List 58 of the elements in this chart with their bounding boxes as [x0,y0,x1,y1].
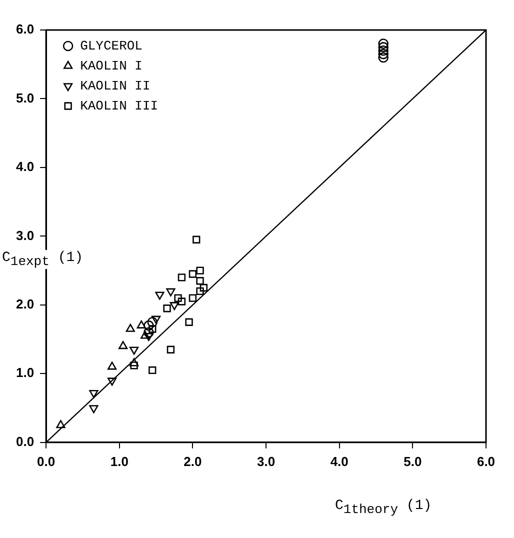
point [166,288,176,296]
point [147,316,158,328]
point [152,316,161,324]
point [130,362,138,370]
x-tick-label: 1.0 [110,454,128,469]
point [166,346,175,354]
point [144,320,154,331]
x-tick-label: 0.0 [37,454,56,469]
point [188,294,197,302]
legend-label: KAOLIN II [80,78,150,94]
point [118,341,128,350]
point [378,45,388,56]
x-tick-label: 6.0 [476,454,496,469]
point [170,302,179,310]
y-tick-label: 6.0 [16,22,34,37]
point [196,266,204,274]
point [163,304,171,312]
point [89,390,98,398]
point [126,324,135,332]
point [136,320,146,328]
y-tick-label: 5.0 [16,90,34,106]
point [178,298,186,306]
point [196,277,204,285]
point [140,330,150,339]
point [130,346,139,355]
point [378,52,388,63]
point [144,327,154,338]
point [196,287,204,296]
point [185,318,193,326]
legend-label: GLYCEROL [80,38,142,54]
point [148,325,156,333]
x-tick-label: 5.0 [404,454,422,469]
point [200,284,208,292]
point [174,294,182,302]
point [192,236,200,244]
point [144,332,154,342]
point [56,420,66,428]
y-tick-label: 3.0 [16,228,34,243]
x-tick-label: 3.0 [256,454,276,469]
point [108,378,117,386]
x-tick-label: 2.0 [184,454,202,469]
point [89,405,98,414]
point [130,358,139,366]
y-tick-label: 0.0 [16,434,34,449]
point [378,38,388,49]
point [108,362,117,370]
y-tick-label: 2.0 [16,296,34,312]
point [148,366,156,374]
y-tick-label: 4.0 [16,159,34,174]
point [378,42,388,52]
legend-label: KAOLIN III [80,98,158,114]
x-tick-label: 4.0 [330,454,348,469]
point [155,292,164,300]
point [188,270,197,278]
point [378,48,388,60]
y-tick-label: 1.0 [16,365,34,380]
legend-label: KAOLIN I [80,58,142,74]
point [178,274,186,282]
